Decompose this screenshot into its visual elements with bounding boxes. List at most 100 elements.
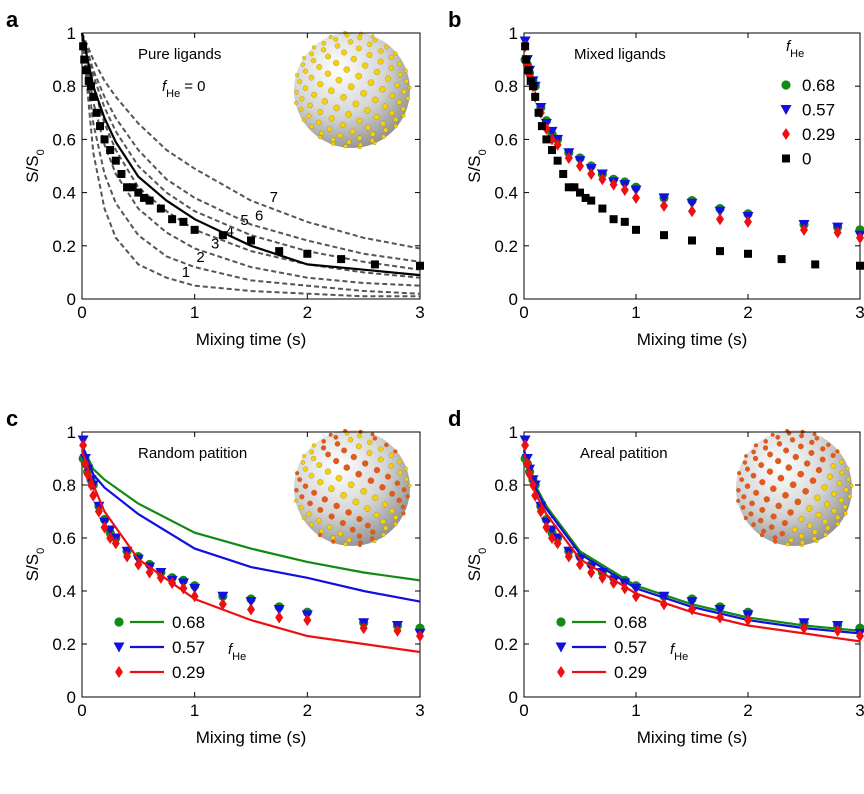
sphere-dot xyxy=(299,505,303,509)
sphere-dot xyxy=(802,488,808,494)
legend-label: 0.57 xyxy=(172,638,205,657)
sphere-dot xyxy=(395,83,400,88)
sphere-dot xyxy=(357,36,362,41)
marker xyxy=(538,122,546,130)
sphere-dot xyxy=(763,445,768,450)
legend-label: 0.68 xyxy=(614,613,647,632)
text-part: 0 xyxy=(35,149,47,155)
sphere-dot xyxy=(751,450,755,454)
sphere-dot xyxy=(350,129,355,134)
sphere-dot xyxy=(846,467,850,471)
legend-label: 0.57 xyxy=(802,101,835,120)
sphere-dot xyxy=(379,484,385,490)
marker xyxy=(716,247,724,255)
marker xyxy=(247,236,255,244)
sphere-dot xyxy=(823,519,828,524)
sphere-dot xyxy=(748,512,753,517)
y-tick-label: 0.2 xyxy=(494,635,518,654)
marker xyxy=(96,122,104,130)
sphere-dot xyxy=(328,486,334,492)
sphere-dot xyxy=(356,118,362,124)
sphere-dot xyxy=(338,531,343,536)
sphere-dot xyxy=(800,541,804,545)
sphere-dot xyxy=(309,124,313,128)
sphere-dot xyxy=(381,533,385,537)
marker xyxy=(621,184,629,196)
sphere-dot xyxy=(844,512,848,516)
sphere-dot xyxy=(370,530,375,535)
sphere-dot xyxy=(814,495,820,501)
sphere-dot xyxy=(367,450,373,456)
marker xyxy=(548,146,556,154)
sphere-dot xyxy=(390,110,395,115)
x-axis-label: Mixing time (s) xyxy=(637,728,748,747)
marker xyxy=(114,617,123,626)
sphere-dot xyxy=(368,478,374,484)
sphere-dot xyxy=(839,498,844,503)
sphere-dot xyxy=(344,542,348,546)
marker xyxy=(688,205,696,217)
sphere-dot xyxy=(402,114,406,118)
sphere-dot xyxy=(365,125,370,130)
sphere-dot xyxy=(743,460,747,464)
sphere-dot xyxy=(378,446,383,451)
sphere-dot xyxy=(303,484,308,489)
legend-label: 0.57 xyxy=(614,638,647,657)
sphere-dot xyxy=(390,508,395,513)
sphere-dot xyxy=(827,474,833,480)
sphere-dot xyxy=(325,54,330,59)
marker xyxy=(632,226,640,234)
sphere-dot xyxy=(306,114,311,119)
sphere-dot xyxy=(329,433,333,437)
marker xyxy=(93,109,101,117)
marker xyxy=(778,255,786,263)
y-tick-label: 0.2 xyxy=(52,237,76,256)
sphere-dot xyxy=(347,140,352,145)
marker xyxy=(632,192,640,204)
sphere-dot xyxy=(306,512,311,517)
sphere-dot xyxy=(329,35,333,39)
y-tick-label: 0.8 xyxy=(494,77,518,96)
sphere-dot xyxy=(378,457,383,462)
sphere-dot xyxy=(374,114,380,120)
sphere-dot xyxy=(406,96,410,100)
text-part: S/S xyxy=(23,554,42,581)
sphere-dot xyxy=(311,92,317,98)
sphere-dot xyxy=(778,475,784,481)
sphere-dot xyxy=(357,136,362,141)
x-tick-label: 1 xyxy=(190,701,199,720)
x-tick-label: 3 xyxy=(415,701,424,720)
sphere-dot xyxy=(299,96,304,101)
marker xyxy=(157,205,165,213)
sphere-dot xyxy=(348,437,353,442)
marker xyxy=(168,215,176,223)
sphere-dot xyxy=(737,471,741,475)
sphere-dot xyxy=(744,454,748,458)
legend-title: fHe xyxy=(670,641,688,663)
sphere-dot xyxy=(317,81,323,87)
sphere-dot xyxy=(340,94,346,100)
sphere-dot xyxy=(357,434,362,439)
sphere-dot xyxy=(751,522,755,526)
sphere-dot xyxy=(736,499,740,503)
sphere-dot xyxy=(348,482,354,488)
x-tick-label: 3 xyxy=(855,701,864,720)
sphere-dot xyxy=(813,432,817,436)
sphere-dot xyxy=(309,473,314,478)
sphere-dot xyxy=(344,66,350,72)
sphere-dot xyxy=(815,436,819,440)
sphere-dot xyxy=(317,479,323,485)
sphere-dot xyxy=(384,443,388,447)
marker xyxy=(744,216,752,228)
panel-letter: c xyxy=(6,406,18,431)
sphere-dot xyxy=(381,519,386,524)
sphere-dot xyxy=(786,542,790,546)
sphere-dot xyxy=(346,111,352,117)
marker xyxy=(621,218,629,226)
sphere-dot xyxy=(775,458,781,464)
sphere-dot xyxy=(373,38,377,42)
text-part: S/S xyxy=(465,554,484,581)
sphere-dot xyxy=(769,524,774,529)
sphere-dot xyxy=(397,498,402,503)
sphere-dot xyxy=(383,526,388,531)
